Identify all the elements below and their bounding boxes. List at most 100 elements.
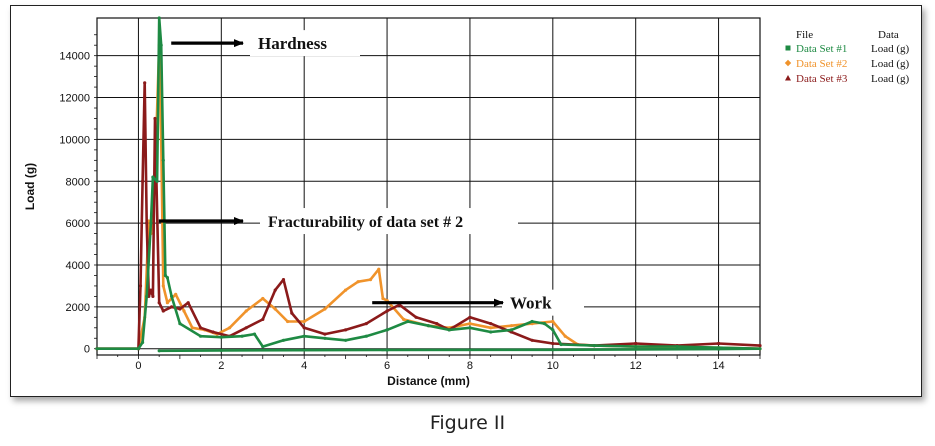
data-point bbox=[157, 301, 161, 305]
y-tick-label: 12000 bbox=[59, 93, 90, 105]
data-point bbox=[244, 309, 248, 313]
data-point bbox=[165, 276, 169, 280]
data-point bbox=[323, 307, 327, 311]
legend-entry-data: Load (g) bbox=[871, 43, 910, 55]
data-point bbox=[758, 344, 762, 348]
series-line-1 bbox=[97, 16, 762, 353]
y-tick-label: 2000 bbox=[66, 302, 90, 314]
axis-ticks: 0 2 4 6 8 10 12 14 0 2000 4000 6000 8000 10000 12000 14… bbox=[59, 34, 761, 372]
data-point bbox=[261, 345, 265, 349]
data-point bbox=[199, 326, 203, 330]
data-point bbox=[551, 328, 555, 332]
data-point bbox=[344, 288, 348, 292]
data-point bbox=[153, 116, 157, 121]
annotation-label-bg bbox=[260, 208, 518, 235]
data-point bbox=[141, 340, 145, 344]
data-point bbox=[551, 341, 555, 346]
data-point bbox=[368, 278, 373, 282]
data-point bbox=[435, 322, 439, 326]
x-tick-label: 6 bbox=[384, 360, 390, 372]
annotations: Hardness Fracturability of data set # 2 Wo… bbox=[158, 30, 584, 316]
data-point bbox=[530, 338, 534, 342]
data-point bbox=[155, 179, 159, 183]
data-point bbox=[199, 334, 203, 338]
data-point bbox=[161, 309, 165, 313]
data-point bbox=[170, 305, 174, 309]
data-point bbox=[302, 334, 306, 338]
data-point bbox=[157, 349, 161, 353]
annotation-label: Work bbox=[510, 294, 552, 313]
x-axis-label: Distance (mm) bbox=[387, 374, 470, 388]
data-point bbox=[489, 330, 493, 334]
y-tick-label: 8000 bbox=[66, 176, 90, 188]
data-point bbox=[364, 334, 368, 338]
y-tick-label: 6000 bbox=[66, 218, 90, 230]
annotation-label: Fracturability of data set # 2 bbox=[268, 214, 463, 231]
legend: File Data Data Set #1 Load (g) Data Set #2 Lo… bbox=[784, 29, 910, 85]
data-point bbox=[261, 296, 265, 301]
data-point bbox=[163, 273, 167, 278]
data-point bbox=[151, 175, 155, 179]
data-point bbox=[634, 341, 638, 346]
data-point bbox=[161, 158, 165, 162]
data-point bbox=[149, 221, 153, 225]
legend-marker-square bbox=[785, 45, 791, 51]
data-point bbox=[281, 338, 286, 342]
data-point bbox=[228, 326, 232, 330]
grid bbox=[97, 18, 760, 355]
y-axis-label: Load (g) bbox=[23, 163, 37, 210]
data-point bbox=[542, 322, 547, 326]
x-tick-label: 10 bbox=[547, 360, 559, 372]
data-point bbox=[147, 219, 151, 223]
legend-entry-name: Data Set #3 bbox=[796, 73, 848, 85]
legend-header-file: File bbox=[796, 29, 813, 41]
data-point bbox=[447, 328, 451, 332]
data-point bbox=[174, 292, 178, 296]
plot-area bbox=[96, 17, 761, 356]
x-tick-label: 8 bbox=[467, 360, 473, 372]
data-point bbox=[286, 319, 290, 324]
data-point bbox=[170, 294, 174, 298]
y-tick-label: 4000 bbox=[66, 260, 90, 272]
data-point bbox=[178, 322, 182, 326]
data-point bbox=[414, 315, 418, 319]
data-point bbox=[489, 326, 493, 330]
load-distance-chart: 0 2 4 6 8 10 12 14 0 2000 4000 6000 8000 10000 12000 14… bbox=[23, 16, 910, 388]
x-tick-label: 12 bbox=[630, 360, 642, 372]
data-point bbox=[161, 284, 165, 288]
data-point bbox=[530, 319, 534, 324]
data-point bbox=[219, 348, 223, 352]
legend-header-data: Data bbox=[878, 29, 899, 41]
data-point bbox=[186, 301, 190, 305]
data-point bbox=[323, 336, 327, 340]
data-point bbox=[634, 345, 638, 349]
legend-entry-name: Data Set #2 bbox=[796, 58, 847, 70]
data-point bbox=[143, 81, 147, 85]
data-point bbox=[302, 326, 306, 330]
data-point bbox=[551, 348, 555, 352]
data-point bbox=[178, 307, 182, 311]
data-point bbox=[145, 294, 149, 298]
data-point bbox=[95, 347, 99, 351]
data-point bbox=[344, 338, 348, 342]
data-point bbox=[165, 301, 169, 305]
data-point bbox=[385, 348, 389, 352]
legend-entry-data: Load (g) bbox=[871, 73, 910, 85]
data-point bbox=[182, 309, 186, 313]
data-point bbox=[551, 319, 555, 324]
data-point bbox=[157, 16, 161, 20]
data-point bbox=[290, 311, 294, 315]
legend-entry-name: Data Set #1 bbox=[796, 43, 847, 55]
data-point bbox=[468, 322, 472, 326]
figure-caption: Figure II bbox=[429, 412, 506, 434]
data-point bbox=[252, 332, 257, 336]
data-point bbox=[273, 288, 277, 292]
data-point bbox=[406, 319, 410, 324]
data-point bbox=[489, 322, 493, 326]
data-point bbox=[356, 280, 360, 284]
annotation-label-bg bbox=[502, 289, 584, 316]
data-point bbox=[190, 326, 194, 330]
y-tick-label: 14000 bbox=[59, 51, 90, 63]
data-point bbox=[563, 334, 567, 338]
data-point bbox=[302, 319, 306, 324]
